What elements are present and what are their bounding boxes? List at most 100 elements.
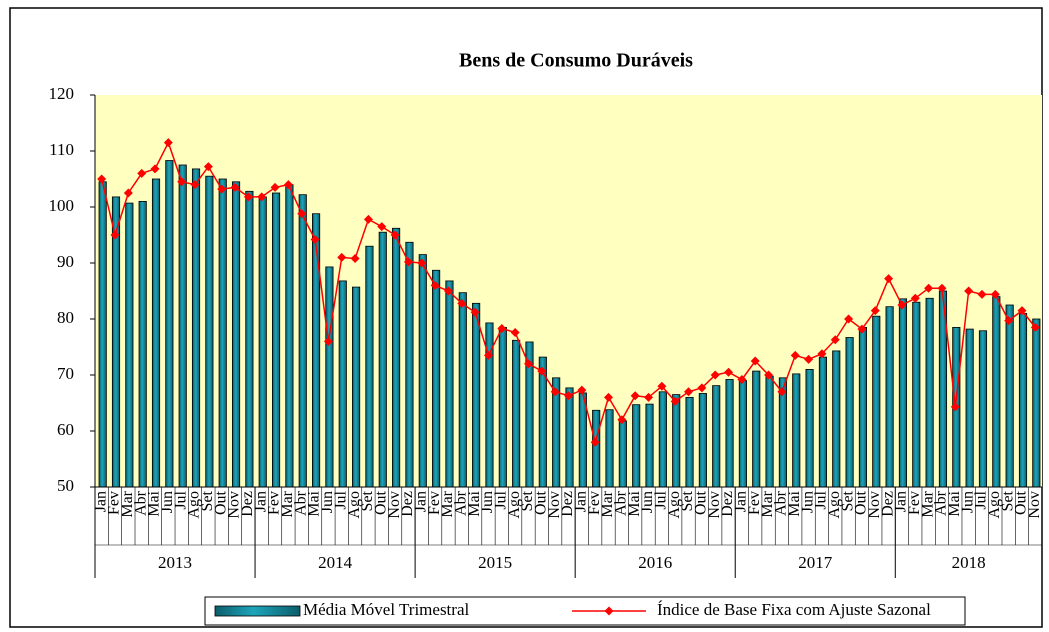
bar: [725, 379, 734, 488]
x-tick-label: Mai: [946, 490, 963, 516]
bar: [312, 213, 321, 488]
y-tick-label: 120: [49, 84, 75, 103]
x-tick-label: Set: [199, 490, 216, 511]
x-tick-label: Ago: [986, 491, 1003, 519]
marker: [670, 396, 680, 406]
x-tick-label: Jan: [573, 491, 590, 512]
bar: [845, 337, 854, 488]
x-tick-label: Fev: [426, 491, 443, 515]
x-tick-label: Out: [212, 490, 229, 515]
x-tick-label: Jan: [252, 491, 269, 512]
bar: [111, 196, 121, 488]
bar: [698, 393, 707, 488]
marker: [857, 324, 867, 334]
x-tick-label: Dez: [559, 491, 576, 517]
x-tick-label: Abr: [613, 490, 630, 516]
marker: [417, 258, 427, 268]
marker: [163, 138, 173, 148]
x-tick-label: Mai: [626, 490, 643, 516]
bar: [618, 420, 627, 488]
marker: [377, 222, 387, 232]
marker: [937, 283, 947, 293]
marker: [337, 252, 347, 262]
marker: [790, 350, 800, 360]
bar: [672, 394, 681, 488]
marker: [283, 180, 293, 190]
x-tick-label: Out: [1013, 490, 1030, 515]
year-label: 2016: [638, 553, 672, 572]
x-tick-label: Nov: [866, 491, 883, 519]
marker: [844, 314, 854, 324]
chart-title: Bens de Consumo Duráveis: [459, 50, 693, 72]
bar: [98, 181, 107, 488]
bar: [245, 190, 254, 488]
marker: [123, 188, 133, 198]
bar: [218, 178, 227, 488]
bar: [752, 370, 761, 488]
x-tick-label: Fev: [106, 491, 123, 515]
marker: [657, 381, 667, 391]
x-tick-label: Abr: [132, 490, 149, 516]
bar: [1005, 304, 1014, 488]
marker: [604, 392, 614, 402]
x-tick-label: Set: [519, 490, 536, 511]
marker: [777, 387, 787, 397]
marker: [550, 387, 560, 397]
bar: [805, 368, 814, 488]
x-tick-label: Nov: [386, 491, 403, 519]
x-tick-label: Fev: [266, 491, 283, 515]
bar: [912, 301, 921, 488]
marker: [750, 356, 760, 366]
bar: [445, 280, 454, 488]
bar: [352, 286, 361, 488]
x-tick-label: Jan: [733, 491, 750, 512]
marker: [830, 335, 840, 345]
y-tick-label: 90: [57, 252, 74, 271]
bar: [458, 292, 467, 488]
x-tick-label: Jan: [412, 491, 429, 512]
marker: [257, 192, 267, 202]
x-tick-label: Out: [372, 490, 389, 515]
marker: [270, 182, 280, 192]
x-tick-label: Ago: [186, 491, 203, 519]
bar: [405, 241, 414, 488]
bar: [165, 160, 174, 488]
x-tick-label: Jul: [813, 490, 830, 509]
marker: [697, 383, 707, 393]
y-tick-label: 50: [57, 476, 74, 495]
marker: [230, 182, 240, 192]
x-tick-label: Jun: [479, 491, 496, 513]
x-tick-label: Jan: [893, 491, 910, 512]
legend-swatch: [214, 605, 301, 617]
y-tick-label: 60: [57, 420, 74, 439]
marker: [977, 289, 987, 299]
x-tick-label: Set: [679, 490, 696, 511]
bar: [978, 330, 988, 488]
year-label: 2014: [318, 553, 353, 572]
marker: [630, 391, 640, 401]
bar: [432, 269, 441, 488]
bar: [925, 297, 934, 488]
x-tick-label: Jul: [653, 490, 670, 509]
year-label: 2013: [158, 553, 192, 572]
x-tick-label: Mar: [439, 490, 456, 517]
marker: [403, 257, 413, 267]
bar: [818, 356, 827, 488]
x-tick-label: Nov: [226, 491, 243, 519]
marker: [924, 283, 934, 293]
marker: [297, 209, 307, 219]
x-tick-label: Mar: [119, 490, 136, 517]
bar: [338, 280, 347, 488]
x-tick-label: Set: [839, 490, 856, 511]
marker: [737, 374, 747, 384]
marker: [884, 274, 894, 284]
x-tick-label: Jul: [332, 490, 349, 509]
marker: [177, 177, 187, 187]
marker: [1030, 322, 1040, 332]
marker: [724, 367, 734, 377]
bar: [712, 385, 721, 488]
bar: [298, 194, 307, 488]
bar: [512, 339, 521, 488]
legend-label: Índice de Base Fixa com Ajuste Sazonal: [657, 600, 931, 619]
